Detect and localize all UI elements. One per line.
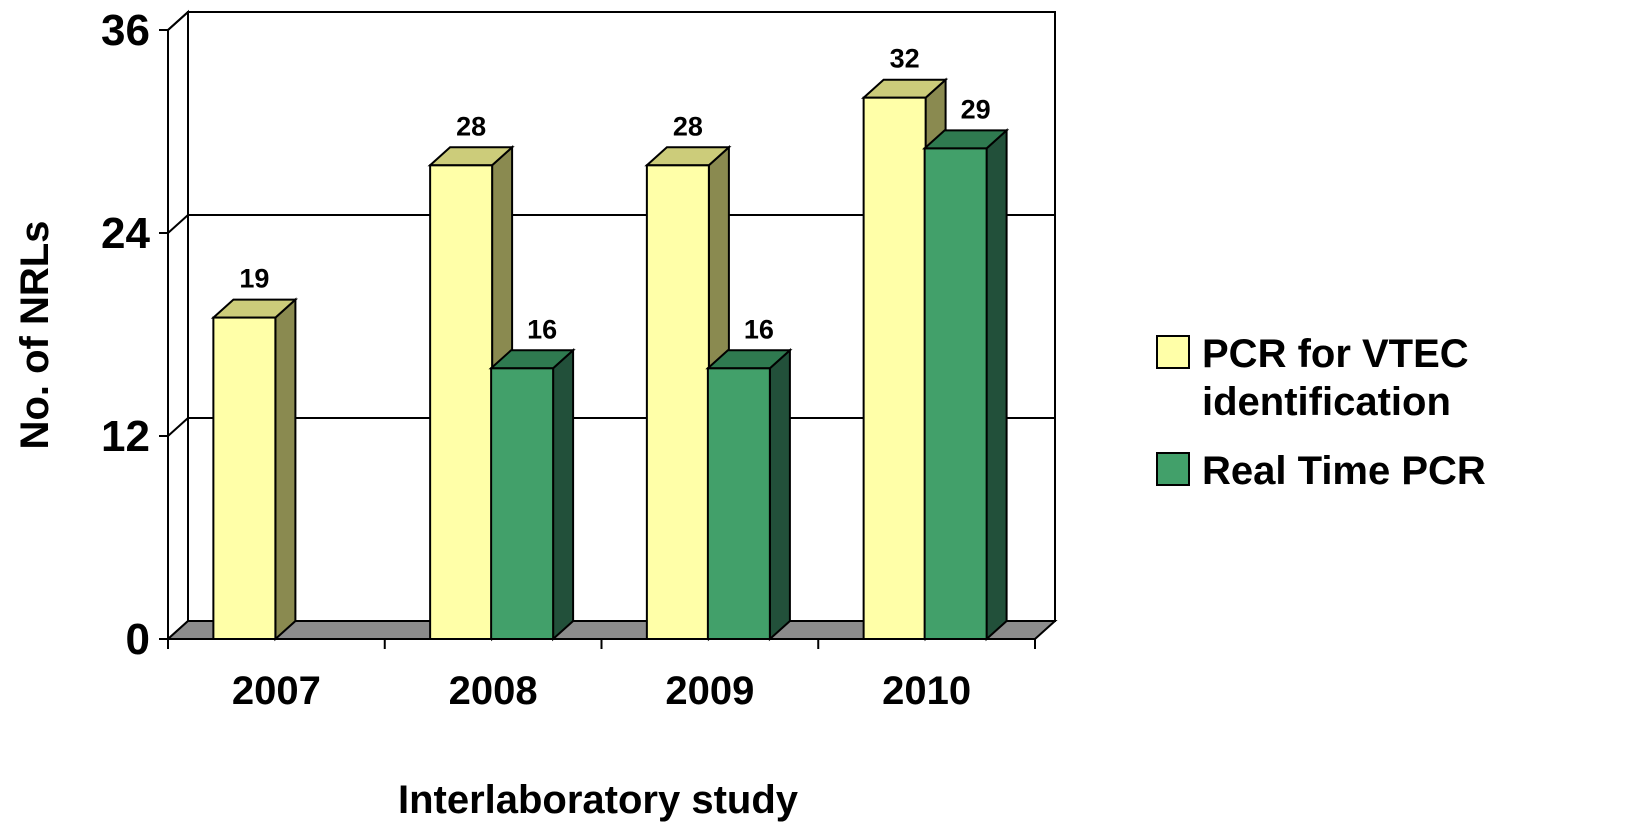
x-tick-label-2010: 2010 bbox=[882, 669, 971, 713]
x-tick-label-2009: 2009 bbox=[665, 669, 754, 713]
bars bbox=[210, 77, 1010, 642]
legend-swatch-pcr-vtec bbox=[1156, 335, 1190, 369]
data-label-2007-series-1: 19 bbox=[239, 264, 269, 294]
bar-2010-series-2 bbox=[921, 128, 1010, 642]
gridline-36 bbox=[167, 11, 1055, 31]
y-tick-labels: 0 12 24 36 bbox=[101, 6, 150, 664]
x-tick-label-2008: 2008 bbox=[449, 669, 538, 713]
legend-label-pcr-vtec-line2: identification bbox=[1202, 380, 1451, 424]
data-label-2010-series-2: 29 bbox=[961, 94, 991, 124]
legend-label-pcr-vtec-line1: PCR for VTEC bbox=[1202, 332, 1469, 376]
data-label-2008-series-2: 16 bbox=[527, 314, 557, 344]
data-label-2008-series-1: 28 bbox=[456, 111, 486, 141]
bar-2008-series-2 bbox=[488, 348, 576, 642]
y-tick-label-0: 0 bbox=[126, 615, 150, 664]
x-tick-labels: 2007 2008 2009 2010 bbox=[232, 669, 971, 713]
y-axis-title: No. of NRLs bbox=[13, 221, 57, 450]
data-label-2009-series-1: 28 bbox=[673, 111, 703, 141]
data-label-2010-series-1: 32 bbox=[890, 44, 920, 74]
bar-2007-series-1 bbox=[210, 297, 299, 642]
y-tick-label-24: 24 bbox=[101, 209, 150, 258]
data-label-2009-series-2: 16 bbox=[744, 314, 774, 344]
bar-2009-series-2 bbox=[705, 348, 793, 642]
data-labels: 19 28 16 28 16 32 29 bbox=[239, 44, 990, 345]
bar-2008-series-1 bbox=[427, 145, 515, 642]
x-axis-title: Interlaboratory study bbox=[398, 778, 799, 822]
legend-label-real-time-pcr: Real Time PCR bbox=[1202, 449, 1486, 493]
y-tick-label-36: 36 bbox=[101, 6, 150, 55]
side-wall bbox=[167, 9, 189, 642]
legend: PCR for VTEC identification Real Time PC… bbox=[1156, 332, 1486, 493]
legend-swatch-real-time-pcr bbox=[1156, 452, 1190, 486]
x-tick-label-2007: 2007 bbox=[232, 669, 321, 713]
gridline-24 bbox=[167, 214, 1055, 234]
y-tick-label-12: 12 bbox=[101, 412, 150, 461]
